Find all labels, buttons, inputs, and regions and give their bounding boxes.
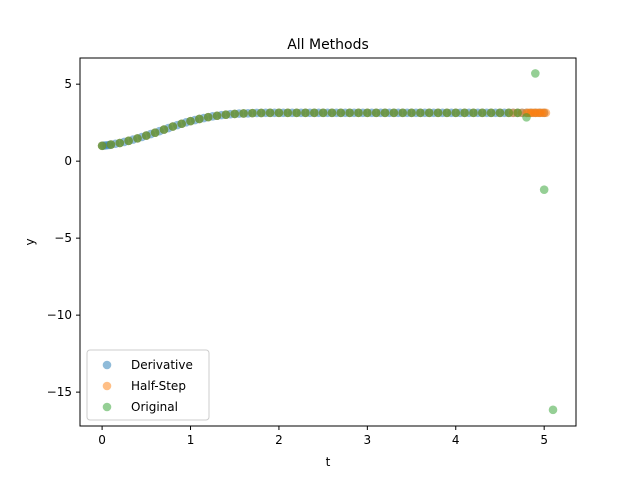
data-point <box>460 108 469 118</box>
plot-frame <box>79 57 577 427</box>
data-point <box>239 109 248 118</box>
data-point <box>416 108 425 118</box>
data-point <box>424 108 434 118</box>
legend: Derivative Half-Step Original <box>86 349 210 421</box>
y-axis: −15 −10 −5 0 5 <box>47 77 80 399</box>
data-point <box>398 108 408 118</box>
data-point <box>371 108 381 118</box>
data-point <box>531 69 540 78</box>
data-point <box>327 108 337 118</box>
x-tick-label: 1 <box>187 433 195 447</box>
legend-box <box>86 349 210 421</box>
data-point <box>292 108 301 118</box>
data-point <box>407 108 416 118</box>
data-point <box>354 108 363 118</box>
data-point <box>513 108 522 118</box>
legend-entry: Original <box>131 400 178 414</box>
data-points <box>97 69 558 415</box>
data-point <box>345 108 354 118</box>
data-point <box>203 112 213 122</box>
data-point <box>486 108 496 118</box>
chart-title: All Methods <box>287 37 369 53</box>
y-tick-label: −15 <box>47 385 72 399</box>
data-point <box>256 108 266 118</box>
data-point <box>230 109 240 119</box>
x-axis-label: t <box>326 455 331 469</box>
data-point <box>265 108 275 118</box>
data-point <box>389 108 399 118</box>
data-point <box>363 108 372 118</box>
data-point <box>495 108 505 118</box>
series-original <box>97 69 558 415</box>
legend-marker <box>102 360 112 370</box>
x-axis: 0 1 2 3 4 5 <box>98 426 548 447</box>
data-point <box>318 108 328 118</box>
data-point <box>248 108 257 118</box>
y-tick-label: 5 <box>64 77 72 91</box>
data-point <box>142 131 151 140</box>
data-point <box>97 141 107 151</box>
y-tick-label: 0 <box>64 154 72 168</box>
data-point <box>133 134 142 143</box>
data-point <box>186 116 195 126</box>
data-point <box>106 140 116 149</box>
y-tick-label: −5 <box>54 231 72 245</box>
data-point <box>212 111 222 121</box>
legend-marker <box>102 381 112 391</box>
data-point <box>539 185 549 194</box>
data-point <box>150 128 160 137</box>
x-tick-label: 0 <box>98 433 106 447</box>
data-point <box>451 108 461 118</box>
x-tick-label: 3 <box>364 433 372 447</box>
data-point <box>522 112 531 122</box>
data-point <box>380 108 390 118</box>
legend-entry: Half-Step <box>131 379 186 393</box>
x-tick-label: 4 <box>452 433 460 447</box>
data-point <box>283 108 293 118</box>
data-point <box>548 405 558 415</box>
data-point <box>469 108 478 118</box>
data-point <box>115 138 125 148</box>
data-point <box>177 119 186 129</box>
data-point <box>477 108 487 118</box>
data-point <box>301 108 310 118</box>
data-point <box>433 108 443 118</box>
legend-entry: Derivative <box>131 358 193 372</box>
data-point <box>124 136 133 146</box>
data-point <box>336 108 346 118</box>
data-point <box>442 108 452 118</box>
y-axis-label: y <box>23 238 37 245</box>
data-point <box>221 110 231 119</box>
data-point <box>504 108 514 118</box>
data-point <box>541 108 551 118</box>
x-tick-label: 5 <box>540 433 548 447</box>
legend-marker <box>102 402 112 412</box>
data-point <box>168 122 178 131</box>
data-point <box>310 108 319 118</box>
y-tick-label: −10 <box>47 308 72 322</box>
data-point <box>195 114 204 124</box>
data-point <box>274 108 284 118</box>
data-point <box>159 125 169 134</box>
x-tick-label: 2 <box>275 433 283 447</box>
